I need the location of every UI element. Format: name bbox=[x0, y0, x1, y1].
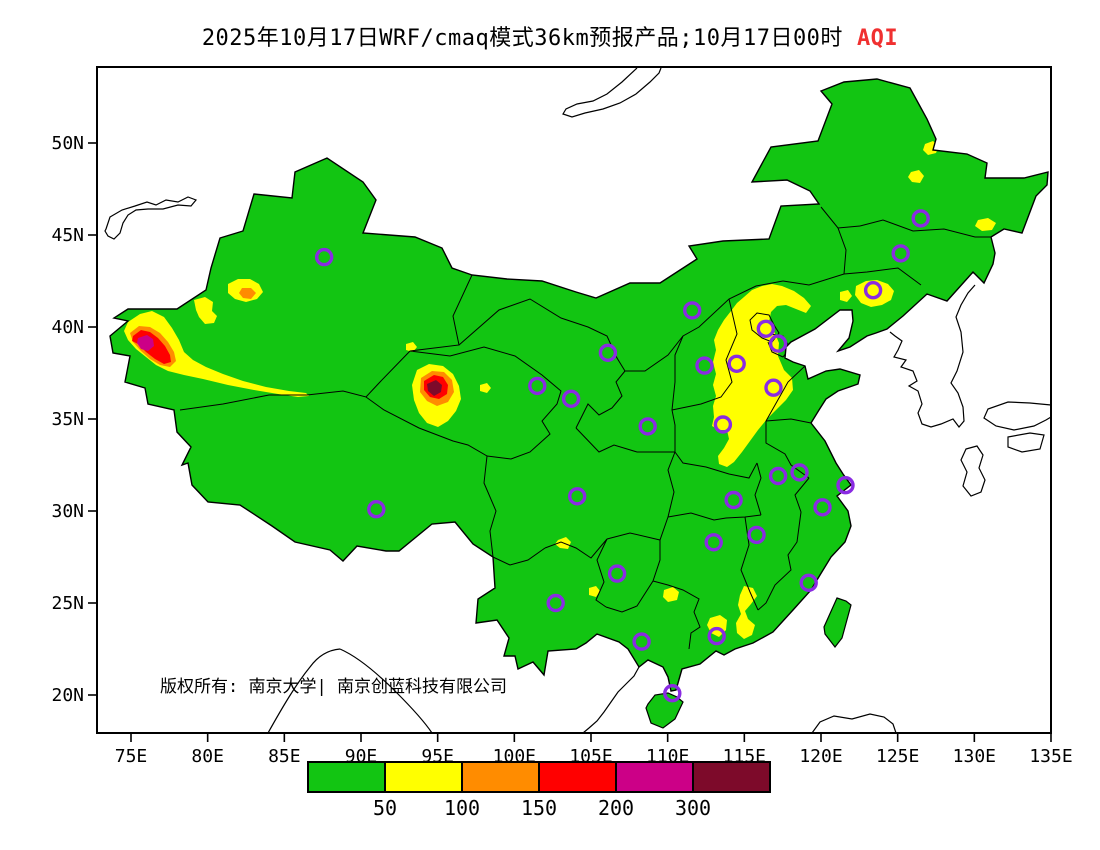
city-marker bbox=[747, 525, 766, 545]
title-pollutant-label: AQI bbox=[856, 26, 899, 51]
city-marker bbox=[799, 573, 818, 592]
aqi-yellow-north-china-plain bbox=[712, 284, 811, 467]
aqi-yellow-tarim-basin bbox=[124, 311, 309, 397]
legend-color-swatch bbox=[461, 761, 540, 793]
city-marker bbox=[768, 466, 788, 486]
aqi-yellow-fujian-guangdong bbox=[736, 586, 757, 639]
y-tick-label: 30N bbox=[51, 501, 84, 522]
x-tick-label: 80E bbox=[191, 746, 224, 767]
y-tick-label: 50N bbox=[51, 133, 84, 154]
province-borders bbox=[179, 206, 991, 650]
myanmar-coastline bbox=[339, 648, 433, 734]
city-marker bbox=[632, 632, 651, 651]
legend-threshold-label: 300 bbox=[675, 796, 711, 820]
city-marker bbox=[863, 281, 883, 300]
x-tick-label: 75E bbox=[115, 746, 148, 767]
city-marker bbox=[790, 463, 809, 482]
aqi-yellow-guangxi bbox=[663, 587, 679, 602]
aqi-maroon-qaidam-core bbox=[427, 380, 442, 396]
aqi-yellow-speck-qinghai2 bbox=[480, 383, 491, 393]
vietnam-coastline bbox=[582, 666, 640, 734]
city-marker bbox=[768, 334, 788, 353]
x-tick-label: 135E bbox=[1029, 746, 1072, 767]
y-tick-label: 25N bbox=[51, 593, 84, 614]
city-marker bbox=[724, 490, 743, 510]
japan-shikoku-coastline bbox=[1007, 432, 1045, 453]
city-marker bbox=[315, 247, 334, 267]
city-marker bbox=[813, 498, 832, 517]
aqi-yellow-speck-guilin bbox=[589, 586, 600, 597]
city-marker bbox=[836, 476, 855, 495]
japan-honshu-coastline bbox=[983, 401, 1052, 431]
aqi-yellow-ili bbox=[194, 297, 217, 324]
y-tick-label: 20N bbox=[51, 685, 84, 706]
legend-threshold-label: 100 bbox=[444, 796, 480, 820]
legend-threshold-label: 200 bbox=[598, 796, 634, 820]
city-marker bbox=[713, 415, 733, 434]
aqi-contour-regions bbox=[124, 141, 996, 639]
china-landmass bbox=[110, 79, 1048, 691]
x-tick-label: 130E bbox=[953, 746, 996, 767]
aqi-legend: 50 100 150 200 300 bbox=[307, 761, 771, 820]
legend-color-swatch bbox=[615, 761, 694, 793]
city-marker bbox=[704, 533, 723, 552]
chart-title: 2025年10月17日WRF/cmaq模式36km预报产品;10月17日00时 A… bbox=[0, 20, 1100, 52]
city-marker bbox=[367, 500, 386, 519]
city-marker bbox=[568, 487, 587, 506]
china-national-boundary bbox=[109, 78, 1049, 692]
city-marker bbox=[727, 354, 746, 373]
city-marker bbox=[561, 389, 581, 408]
y-tick-label: 40N bbox=[51, 317, 84, 338]
city-marker bbox=[707, 626, 726, 646]
city-marker bbox=[663, 684, 682, 703]
lake-balkhash-outline bbox=[104, 196, 198, 240]
lake-baikal-outline bbox=[562, 67, 662, 118]
y-tick-label: 35N bbox=[51, 409, 84, 430]
x-tick-label: 120E bbox=[799, 746, 842, 767]
y-axis: 20N 25N 30N 35N 40N 45N 50N bbox=[51, 133, 97, 706]
neighbor-coastlines bbox=[104, 67, 1052, 734]
aqi-orange-korla bbox=[239, 288, 256, 299]
x-tick-label: 125E bbox=[876, 746, 919, 767]
india-coastline bbox=[267, 648, 341, 734]
aqi-yellow-speck-qinghai1 bbox=[406, 342, 417, 352]
city-marker bbox=[546, 593, 565, 613]
aqi-yellow-speck-ne4 bbox=[840, 290, 852, 302]
city-marker bbox=[911, 209, 930, 228]
luzon-coastline bbox=[811, 713, 897, 734]
city-marker bbox=[607, 564, 627, 583]
korea-coastline bbox=[889, 284, 976, 428]
aqi-magenta-tarim-core bbox=[137, 335, 154, 351]
aqi-yellow-speck-ne3 bbox=[975, 218, 996, 231]
plot-frame bbox=[96, 66, 1052, 734]
city-markers-layer bbox=[315, 209, 930, 703]
city-marker bbox=[528, 376, 547, 396]
legend-threshold-label: 50 bbox=[373, 796, 397, 820]
legend-color-swatch bbox=[384, 761, 463, 793]
city-marker bbox=[764, 378, 783, 397]
taiwan-island bbox=[823, 597, 852, 648]
legend-color-swatch bbox=[692, 761, 771, 793]
legend-color-swatch bbox=[538, 761, 617, 793]
title-text: 2025年10月17日WRF/cmaq模式36km预报产品;10月17日00时 bbox=[201, 26, 843, 51]
city-marker bbox=[638, 417, 657, 436]
aqi-yellow-speck-ne2 bbox=[908, 170, 924, 183]
city-marker bbox=[695, 356, 714, 375]
legend-color-swatch bbox=[307, 761, 386, 793]
copyright-text: 版权所有: 南京大学| 南京创蓝科技有限公司 bbox=[160, 677, 507, 697]
city-marker bbox=[683, 301, 702, 320]
japan-kyushu-coastline bbox=[960, 445, 986, 497]
city-marker bbox=[598, 343, 618, 362]
legend-threshold-label: 150 bbox=[521, 796, 557, 820]
city-marker bbox=[891, 244, 910, 263]
city-marker bbox=[756, 319, 775, 338]
y-tick-label: 45N bbox=[51, 225, 84, 246]
x-tick-label: 85E bbox=[268, 746, 301, 767]
